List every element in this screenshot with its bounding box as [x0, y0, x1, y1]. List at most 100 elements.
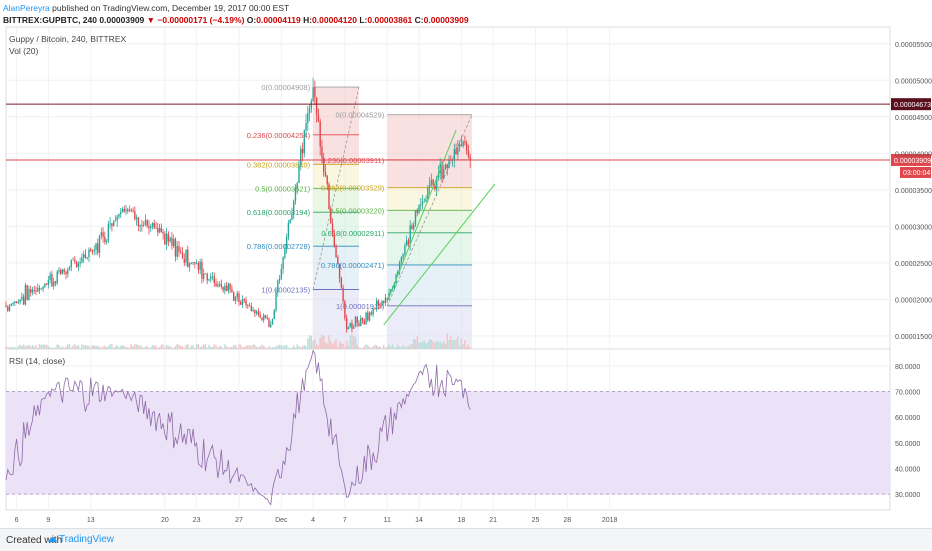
candle-body [379, 305, 381, 307]
candle-body [308, 108, 311, 114]
candle-body [271, 318, 274, 325]
volume-bar [241, 347, 244, 349]
volume-bar [45, 344, 48, 349]
candle-body [383, 300, 385, 303]
candle-body [52, 281, 55, 287]
volume-bar [102, 346, 104, 349]
volume-bar [298, 346, 300, 349]
candle-body [187, 249, 189, 267]
fib-2-level-label: 0(0.00004529) [335, 111, 384, 120]
candle-body [199, 261, 201, 270]
candle-body [250, 305, 253, 312]
volume-bar [278, 344, 281, 349]
candle-body [121, 208, 124, 213]
candle-body [328, 184, 330, 210]
candle-body [450, 160, 452, 161]
volume-bar [397, 344, 399, 349]
candle-body [26, 285, 28, 300]
volume-bar [204, 344, 207, 349]
candle-body [345, 317, 348, 330]
candle-body [174, 238, 177, 257]
volume-bar [310, 336, 313, 349]
candle-body [335, 245, 337, 258]
volume-bar [261, 344, 263, 349]
fib-2-level-label: 0.786(0.00002471) [321, 261, 385, 270]
price-tick-label: 0.00002000 [895, 297, 932, 304]
last-price-tag [891, 153, 931, 166]
candle-body [111, 223, 113, 226]
volume-bar [150, 347, 152, 349]
volume-bar [240, 344, 242, 349]
volume-bar [446, 333, 448, 349]
candle-body [386, 297, 388, 299]
candle-body [44, 283, 46, 288]
volume-bar [61, 346, 64, 349]
candle-body [245, 300, 247, 306]
candle-body [435, 177, 438, 190]
author-link[interactable]: AlanPereyra [3, 3, 50, 13]
candle-body [132, 210, 134, 212]
fib-2-level-label: 0.5(0.00003220) [329, 206, 385, 215]
candle-body [425, 199, 427, 202]
volume-bar [337, 346, 339, 349]
volume-bar [413, 339, 415, 349]
time-tick-label: 7 [343, 517, 347, 524]
volume-bar [464, 340, 466, 349]
candle-body [24, 285, 27, 305]
volume-bar [444, 343, 447, 349]
cloud-icon [48, 537, 57, 543]
y-axis: 0.00005500 0.00005000 0.00004500 0.00004000… [895, 42, 932, 499]
volume-bar [273, 347, 275, 349]
candle-body [35, 290, 37, 292]
volume-bar [180, 345, 182, 349]
volume-bar [67, 344, 69, 349]
candle-body [144, 220, 147, 225]
candle-body [75, 261, 78, 267]
volume-bar [321, 334, 323, 349]
candle-body [240, 302, 242, 305]
volume-bar [231, 346, 233, 349]
volume-bar [245, 345, 247, 349]
tradingview-link[interactable]: TradingView [59, 534, 115, 545]
volume-bar [275, 345, 277, 349]
candle-body [384, 297, 387, 303]
fib-1-level-label: 1(0.00002135) [261, 285, 310, 294]
candle-body [98, 235, 101, 253]
candle-body [102, 232, 104, 237]
candle-body [38, 288, 41, 290]
fib-2-level-label: 0.618(0.00002911) [321, 229, 384, 238]
rsi-tick-label: 80.0000 [895, 364, 920, 371]
volume-bar [405, 346, 408, 349]
volume-bar [146, 345, 148, 349]
volume-bar [225, 346, 228, 349]
candle-body [349, 323, 351, 328]
volume-bar [224, 344, 226, 349]
volume-bar [455, 339, 457, 349]
candle-body [153, 223, 155, 228]
candle-body [88, 249, 90, 258]
volume-bar [395, 346, 397, 349]
volume-bar [134, 344, 136, 349]
volume-bar [418, 342, 420, 349]
candle-body [405, 240, 408, 246]
price-tick-label: 0.00003000 [895, 224, 932, 231]
volume-bar [178, 344, 180, 349]
chart-canvas[interactable]: 0(0.00004908) 0.236(0.00004254) 0.382(0.00… [0, 0, 932, 528]
horizontal-lines: 0.00004673 0.00003909 03:00:04 [6, 98, 931, 178]
candle-body [353, 326, 355, 329]
candle-body [227, 283, 230, 291]
volume-bar [347, 345, 350, 349]
volume-bar [308, 335, 311, 349]
candle-body [15, 301, 18, 303]
volume-bar [353, 336, 355, 349]
volume-bar [234, 344, 237, 349]
candle-body [202, 273, 205, 279]
volume-bar [17, 345, 20, 349]
time-tick-label: 20 [161, 517, 169, 524]
candle-body [188, 263, 191, 267]
candle-body [361, 318, 364, 321]
volume-bar [423, 340, 426, 349]
volume-bar [377, 346, 380, 349]
candle-body [12, 302, 14, 304]
volume-bar [330, 340, 332, 349]
